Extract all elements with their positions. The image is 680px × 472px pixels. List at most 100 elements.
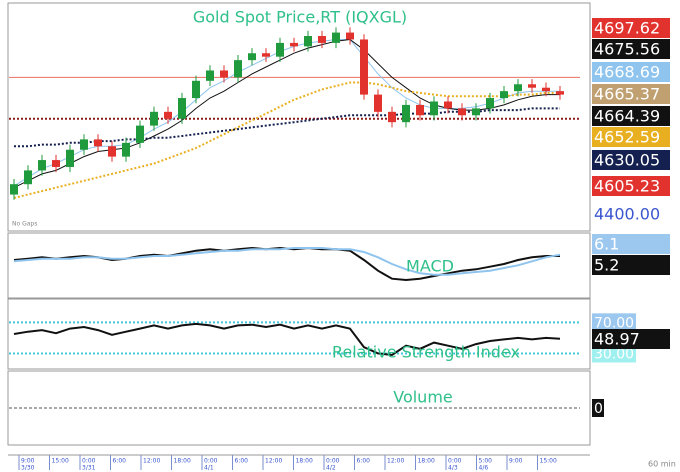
axis-label-box [592,150,670,170]
candle-body [94,139,102,147]
candle-body [528,84,536,88]
x-date-label: 4/6 [479,465,489,472]
candle-body [444,101,452,109]
candle-body [276,42,284,57]
axis-label-box [592,234,670,254]
panel-title: Gold Spot Price,RT (IQXGL) [193,8,407,27]
axis-label: 4605.23 [594,177,660,196]
x-date-label: 4/3 [448,465,458,472]
candle-body [402,104,410,123]
x-tick-label: 12:00 [387,458,404,465]
indicator-line [13,247,561,276]
x-tick-label: 12:00 [265,458,282,465]
volume-panel [7,370,591,446]
x-date-label: 3/30 [21,465,35,472]
level-label: 30.00 [594,346,634,362]
x-tick-label: 6:00 [113,458,127,465]
axis-label-box [592,39,670,59]
level-label-box [592,313,636,332]
candle-body [360,39,368,95]
x-tick-label: 12:00 [143,458,160,465]
axis-label: 48.97 [594,330,640,349]
axis-label-box [592,176,670,196]
x-tick-label: 15:00 [52,458,69,465]
x-date-label: 4/2 [326,465,336,472]
x-tick-label: 18:00 [418,458,435,465]
candle-body [108,146,116,157]
x-tick-label: 5:00 [479,458,493,465]
axis-label: 4675.56 [594,40,660,59]
panel-title: Relative Strength Index [332,343,520,362]
level-label: 70.00 [594,315,634,331]
axis-label-box [592,255,670,275]
candle-body [290,42,298,47]
x-tick-label: 0:00 [82,458,96,465]
candle-body [52,160,60,167]
candle-body [136,125,144,143]
candle-body [388,111,396,123]
axis-label-box [592,127,670,147]
footnote: 60 min [648,460,676,469]
panel-title: Volume [393,388,453,407]
candle-body [150,111,158,126]
candle-body [374,94,382,112]
x-tick-label: 18:00 [296,458,313,465]
axis-label-box [592,62,670,82]
x-date-label: 3/31 [82,465,96,472]
axis-label: 4652.59 [594,128,660,147]
axis-label: 4697.62 [594,19,660,38]
indicator-line [13,322,561,357]
x-tick-label: 9:00 [21,458,35,465]
axis-label: 5.2 [594,256,619,275]
candle-body [38,160,46,171]
axis-label: 4665.37 [594,85,660,104]
x-tick-label: 6:00 [235,458,249,465]
candle-body [206,70,214,81]
tick-label-box [592,399,604,417]
panel-title: MACD [406,257,454,276]
candle-body [234,60,242,78]
candle-body [192,80,200,99]
note: No Gaps [12,221,37,228]
indicator-line [13,39,560,187]
axis-label: 4630.05 [594,151,660,170]
candle-body [66,149,74,167]
candle-body [122,142,130,157]
axis-label-box [592,84,670,104]
candle-body [514,84,522,92]
candle-body [248,53,256,61]
candle-body [500,91,508,99]
x-tick-label: 6:00 [357,458,371,465]
x-tick-label: 15:00 [540,458,557,465]
candle-body [304,36,312,47]
x-tick-label: 9:00 [509,458,523,465]
axis-label-box [592,329,670,349]
candle-body [556,91,564,95]
candle-body [458,108,466,116]
x-tick-label: 0:00 [204,458,218,465]
x-date-label: 4/1 [204,465,214,472]
candle-body [472,108,480,116]
axis-label: 4668.69 [594,63,660,82]
candle-body [416,104,424,116]
candle-body [10,184,18,195]
indicator-line [13,38,560,189]
axis-label-box [592,18,670,38]
candle-body [24,170,32,185]
candle-body [262,53,270,57]
price-panel [7,2,591,232]
candle-body [80,139,88,150]
candle-body [332,32,340,43]
candle-body [178,98,186,119]
indicator-line [13,81,560,199]
candle-body [542,87,550,92]
axis-label-box [592,106,670,126]
y-tick-label: 0 [594,401,603,417]
candle-body [430,101,438,116]
candle-body [220,70,228,78]
indicator-line [14,107,560,148]
candle-body [318,36,326,43]
x-tick-label: 0:00 [326,458,340,465]
